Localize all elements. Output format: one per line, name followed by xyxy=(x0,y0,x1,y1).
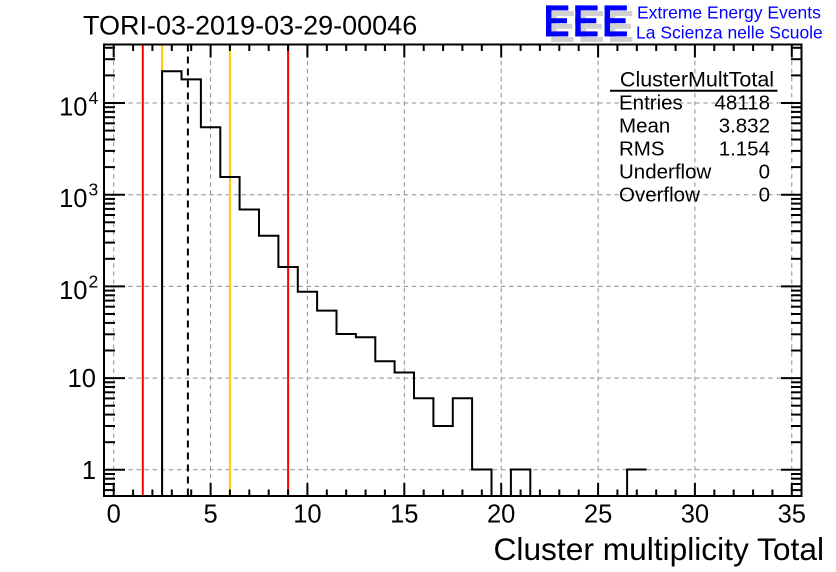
svg-text:Overflow: Overflow xyxy=(619,183,700,206)
svg-text:0: 0 xyxy=(759,183,770,206)
svg-text:48118: 48118 xyxy=(715,92,770,115)
svg-text:4: 4 xyxy=(89,88,99,108)
svg-text:25: 25 xyxy=(584,501,612,529)
svg-text:1.154: 1.154 xyxy=(719,137,770,160)
svg-text:35: 35 xyxy=(778,501,806,529)
svg-text:Entries: Entries xyxy=(619,92,683,115)
svg-text:RMS: RMS xyxy=(619,137,665,160)
svg-text:TORI-03-2019-03-29-00046: TORI-03-2019-03-29-00046 xyxy=(83,10,417,40)
svg-text:0: 0 xyxy=(107,501,121,529)
svg-text:15: 15 xyxy=(390,501,418,529)
svg-text:10: 10 xyxy=(59,185,87,213)
svg-text:Cluster multiplicity Total: Cluster multiplicity Total xyxy=(494,531,824,567)
svg-text:ClusterMultTotal: ClusterMultTotal xyxy=(620,68,774,92)
svg-text:10: 10 xyxy=(293,501,321,529)
svg-text:10: 10 xyxy=(68,365,96,393)
svg-text:1: 1 xyxy=(82,457,96,485)
svg-text:Mean: Mean xyxy=(619,114,670,137)
svg-text:Extreme Energy Events: Extreme Energy Events xyxy=(637,2,821,22)
svg-text:20: 20 xyxy=(487,501,515,529)
svg-text:La Scienza nelle Scuole: La Scienza nelle Scuole xyxy=(636,23,823,43)
svg-text:2: 2 xyxy=(89,271,99,291)
svg-text:30: 30 xyxy=(681,501,709,529)
svg-text:10: 10 xyxy=(59,277,87,305)
svg-text:Underflow: Underflow xyxy=(619,160,711,183)
svg-text:5: 5 xyxy=(204,501,218,529)
svg-text:10: 10 xyxy=(59,93,87,121)
svg-text:3.832: 3.832 xyxy=(719,114,770,137)
svg-text:0: 0 xyxy=(759,160,770,183)
svg-text:3: 3 xyxy=(89,180,99,200)
